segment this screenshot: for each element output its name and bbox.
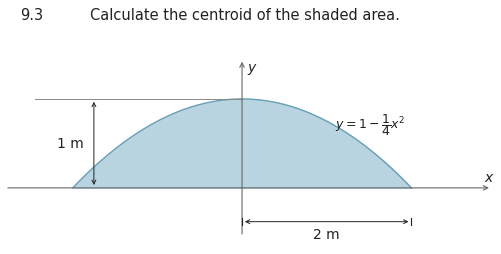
Text: 2 m: 2 m: [313, 227, 340, 241]
Text: Calculate the centroid of the shaded area.: Calculate the centroid of the shaded are…: [90, 8, 400, 23]
Text: $y = 1 - \dfrac{1}{4}x^2$: $y = 1 - \dfrac{1}{4}x^2$: [335, 112, 406, 137]
Text: 9.3: 9.3: [20, 8, 43, 23]
Text: 1 m: 1 m: [57, 137, 84, 151]
Text: $x$: $x$: [483, 171, 494, 185]
Text: $y$: $y$: [247, 61, 258, 76]
